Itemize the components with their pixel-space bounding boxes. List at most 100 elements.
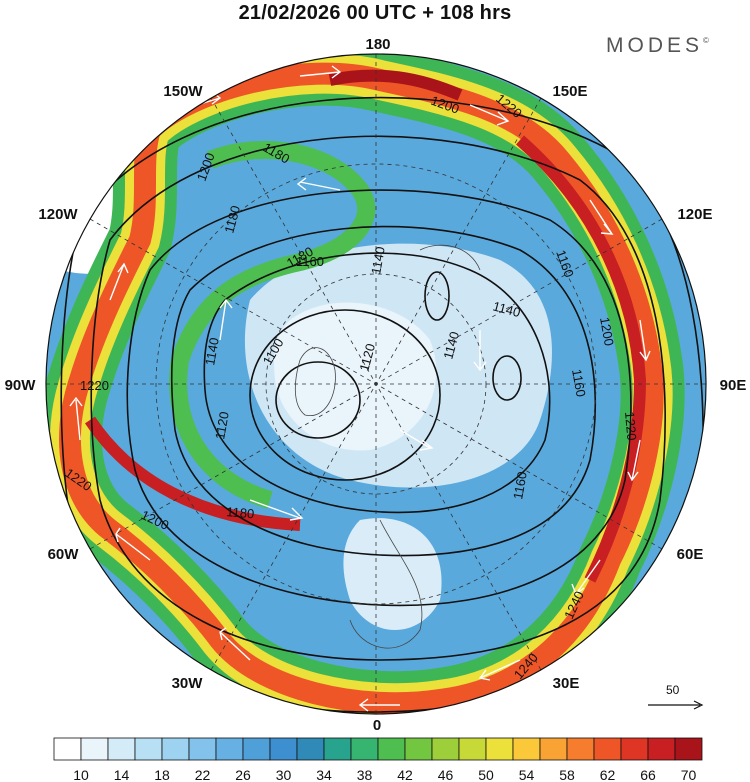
contour-label: 1200 (597, 316, 617, 347)
contour-1100 (275, 361, 361, 439)
contour-1200 (90, 135, 666, 661)
coast-siberia (419, 244, 481, 271)
reference-vector (648, 700, 704, 710)
colorbar-swatch (377, 737, 406, 761)
contour-1120 (249, 309, 441, 481)
contour-1140-closed-b (492, 355, 522, 401)
lon-label-0: 0 (373, 717, 381, 734)
streamline-arrow (473, 330, 487, 372)
streamline-arrow (299, 65, 342, 79)
streamline-arrow (296, 177, 341, 191)
colorbar-swatch (647, 737, 676, 761)
colorbar-swatch (134, 737, 163, 761)
streamline-arrow (69, 396, 83, 441)
streamline-arrow (469, 104, 510, 126)
colorbar-swatch (404, 737, 433, 761)
colorbar-swatch (485, 737, 514, 761)
contour-label: 1160 (296, 254, 324, 269)
lon-label-60e: 60E (677, 546, 704, 563)
reference-vector-label: 50 (666, 683, 680, 697)
graticule (46, 54, 706, 714)
colorbar-swatch (188, 737, 217, 761)
colorbar-swatch (458, 737, 487, 761)
streamline-arrow (219, 627, 251, 661)
map-disc (46, 54, 706, 714)
colorbar-swatch (593, 737, 622, 761)
lon-label-120w: 120W (38, 206, 78, 223)
colorbar-swatch (242, 737, 271, 761)
lon-label-60w: 60W (48, 546, 80, 563)
colorbar-tick-label: 58 (559, 767, 575, 782)
colorbar-swatch (53, 737, 82, 761)
calm-region-europe (343, 518, 442, 630)
brand-logo: MODES© (606, 34, 709, 58)
colorbar-tick-label: 14 (114, 767, 130, 782)
colorbar-swatch (323, 737, 352, 761)
calm-region-core (273, 302, 437, 451)
jet-branch-inner (169, 141, 376, 509)
streamline-arrow (589, 199, 614, 235)
streamline-arrow (115, 527, 151, 561)
brand-name: MODES (606, 34, 704, 57)
lon-label-150w: 150W (163, 83, 203, 100)
contour-label: 1180 (221, 204, 243, 235)
colorbar-tick-label: 50 (478, 767, 494, 782)
contour-label: 1160 (569, 368, 589, 398)
contour-1140-closed-a (424, 271, 450, 321)
streamline-arrow (399, 429, 434, 451)
jet-stream-orange (59, 62, 664, 714)
lon-label-150e: 150E (552, 83, 587, 100)
lon-label-90w: 90W (5, 377, 37, 394)
contour-label: 1220 (622, 411, 639, 441)
colorbar-labels: 10 14 18 22 26 30 34 38 42 46 50 54 58 62 66 70 (73, 767, 696, 782)
meridian-120e-60w (89, 218, 663, 550)
lon-label-30w: 30W (172, 675, 204, 692)
contour-1180 (126, 189, 632, 607)
coast-europe (349, 519, 423, 649)
map-title: 21/02/2026 00 UTC + 108 hrs (238, 2, 512, 24)
colorbar-tick-label: 26 (235, 767, 251, 782)
colorbar-swatch (350, 737, 379, 761)
colorbar-swatch (215, 737, 244, 761)
colorbar-tick-label: 34 (316, 767, 332, 782)
latitude-circle-outer (155, 163, 597, 605)
streamline-arrow (571, 559, 601, 596)
colorbar-swatch (296, 737, 325, 761)
brand-copyright: © (703, 36, 709, 45)
latitude-circle-inner (265, 273, 487, 495)
colorbar-swatch (620, 737, 649, 761)
contour-label: 1220 (80, 378, 109, 393)
contour-label: 1160 (510, 470, 530, 500)
colorbar-tick-label: 18 (154, 767, 170, 782)
colorbar-tick-label: 62 (600, 767, 616, 782)
colorbar (53, 737, 703, 761)
colorbar-tick-label: 22 (195, 767, 211, 782)
contour-1140 (203, 252, 551, 514)
streamline-arrow (219, 298, 233, 341)
contour-label: 1140 (368, 245, 388, 275)
colorbar-swatch (431, 737, 460, 761)
colorbar-swatch (269, 737, 298, 761)
colorbar-swatch (161, 737, 190, 761)
lon-label-30e: 30E (553, 675, 580, 692)
streamline-arrow (639, 319, 651, 362)
colorbar-tick-label: 46 (438, 767, 454, 782)
map-border (45, 53, 707, 715)
contour-label: 1120 (356, 342, 378, 373)
lon-label-90e: 90E (720, 377, 747, 394)
jet-core-north (328, 69, 463, 101)
contour-label: 1180 (226, 504, 255, 521)
colorbar-swatch (512, 737, 541, 761)
colorbar-swatch (107, 737, 136, 761)
coast-greenland (294, 347, 336, 416)
colorbar-tick-label: 70 (681, 767, 697, 782)
colorbar-tick-label: 66 (640, 767, 656, 782)
contour-label: 1140 (202, 336, 222, 366)
contour-1160 (170, 225, 597, 557)
arrow-right-icon (693, 700, 704, 710)
colorbar-tick-label: 38 (357, 767, 373, 782)
streamline-arrow (109, 262, 129, 301)
jet-core-east (516, 135, 647, 583)
streamline-arrow (249, 499, 304, 521)
